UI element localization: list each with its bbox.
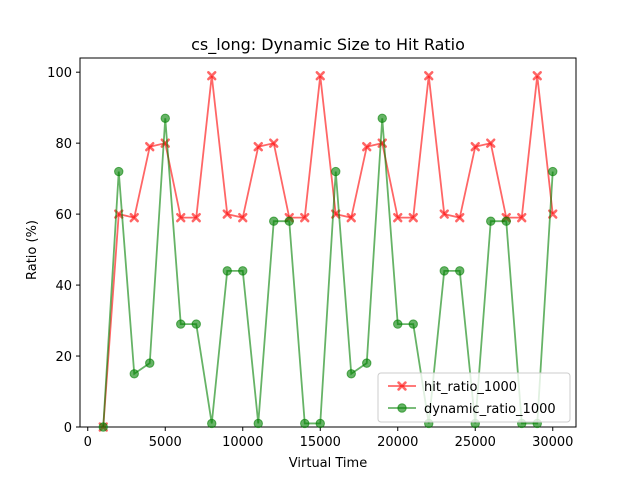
- data-point: [501, 216, 511, 226]
- data-point: [269, 216, 279, 226]
- data-point: [315, 71, 325, 81]
- data-point: [455, 212, 465, 223]
- data-point: [397, 381, 407, 391]
- data-point: [191, 212, 201, 223]
- x-axis: 0 5000 10000 15000 20000 25000 30000: [84, 427, 573, 450]
- y-tick-label: 80: [55, 137, 72, 152]
- data-point: [222, 209, 232, 219]
- data-point: [346, 212, 356, 223]
- legend: hit_ratio_1000 dynamic_ratio_1000: [377, 372, 571, 423]
- data-point: [269, 138, 279, 148]
- data-point: [517, 212, 527, 223]
- data-point: [176, 319, 186, 329]
- data-point: [207, 418, 217, 429]
- data-point: [408, 319, 418, 329]
- data-point: [315, 418, 325, 429]
- data-point: [145, 142, 155, 152]
- data-point: [300, 418, 310, 429]
- x-tick-label: 15000: [300, 435, 341, 450]
- plot-frame: [79, 57, 577, 428]
- data-point: [455, 266, 465, 276]
- data-point: [114, 166, 124, 177]
- data-point: [362, 358, 372, 368]
- data-point: [393, 319, 403, 329]
- legend-label: hit_ratio_1000: [424, 380, 517, 395]
- y-tick-label: 0: [64, 421, 72, 436]
- y-tick-label: 40: [55, 279, 72, 294]
- data-point: [145, 358, 155, 368]
- data-point: [238, 212, 248, 223]
- legend-entry: dynamic_ratio_1000: [388, 402, 556, 417]
- x-tick-label: 5000: [149, 435, 182, 450]
- y-axis-label: Ratio (%): [25, 220, 40, 280]
- series-line: [102, 75, 554, 428]
- data-point: [300, 212, 310, 223]
- plot-area: [79, 57, 577, 428]
- x-tick-label: 10000: [222, 435, 263, 450]
- x-tick-label: 0: [84, 435, 92, 450]
- legend-label: dynamic_ratio_1000: [424, 402, 556, 417]
- y-tick-label: 20: [55, 350, 72, 365]
- data-point: [439, 209, 449, 219]
- data-point: [424, 71, 434, 81]
- data-point: [331, 166, 341, 177]
- data-point: [160, 113, 170, 124]
- data-point: [191, 319, 201, 329]
- chart-title: cs_long: Dynamic Size to Hit Ratio: [191, 35, 465, 55]
- data-point: [397, 403, 407, 413]
- data-point: [253, 418, 263, 429]
- data-point: [408, 212, 418, 223]
- y-tick-label: 100: [47, 66, 72, 81]
- data-point: [346, 369, 356, 379]
- data-point: [207, 71, 217, 81]
- x-tick-label: 25000: [455, 435, 496, 450]
- data-point: [486, 216, 496, 226]
- data-point: [129, 369, 139, 379]
- data-point: [532, 71, 542, 81]
- data-point: [486, 138, 496, 148]
- data-point: [377, 113, 387, 124]
- data-point: [548, 166, 558, 177]
- y-axis: 0 20 40 60 80 100: [47, 66, 80, 436]
- x-tick-label: 20000: [377, 435, 418, 450]
- data-point: [470, 142, 480, 152]
- legend-box: [377, 372, 571, 423]
- data-point: [393, 212, 403, 223]
- data-point: [98, 422, 108, 432]
- x-tick-label: 30000: [532, 435, 573, 450]
- data-point: [238, 266, 248, 276]
- data-point: [439, 266, 449, 276]
- y-tick-label: 60: [55, 208, 72, 223]
- data-point: [176, 212, 186, 223]
- legend-entry: hit_ratio_1000: [388, 380, 517, 395]
- x-axis-label: Virtual Time: [289, 456, 367, 471]
- data-point: [129, 212, 139, 223]
- data-point: [253, 142, 263, 152]
- data-point: [362, 142, 372, 152]
- data-point: [284, 216, 294, 226]
- data-point: [222, 266, 232, 276]
